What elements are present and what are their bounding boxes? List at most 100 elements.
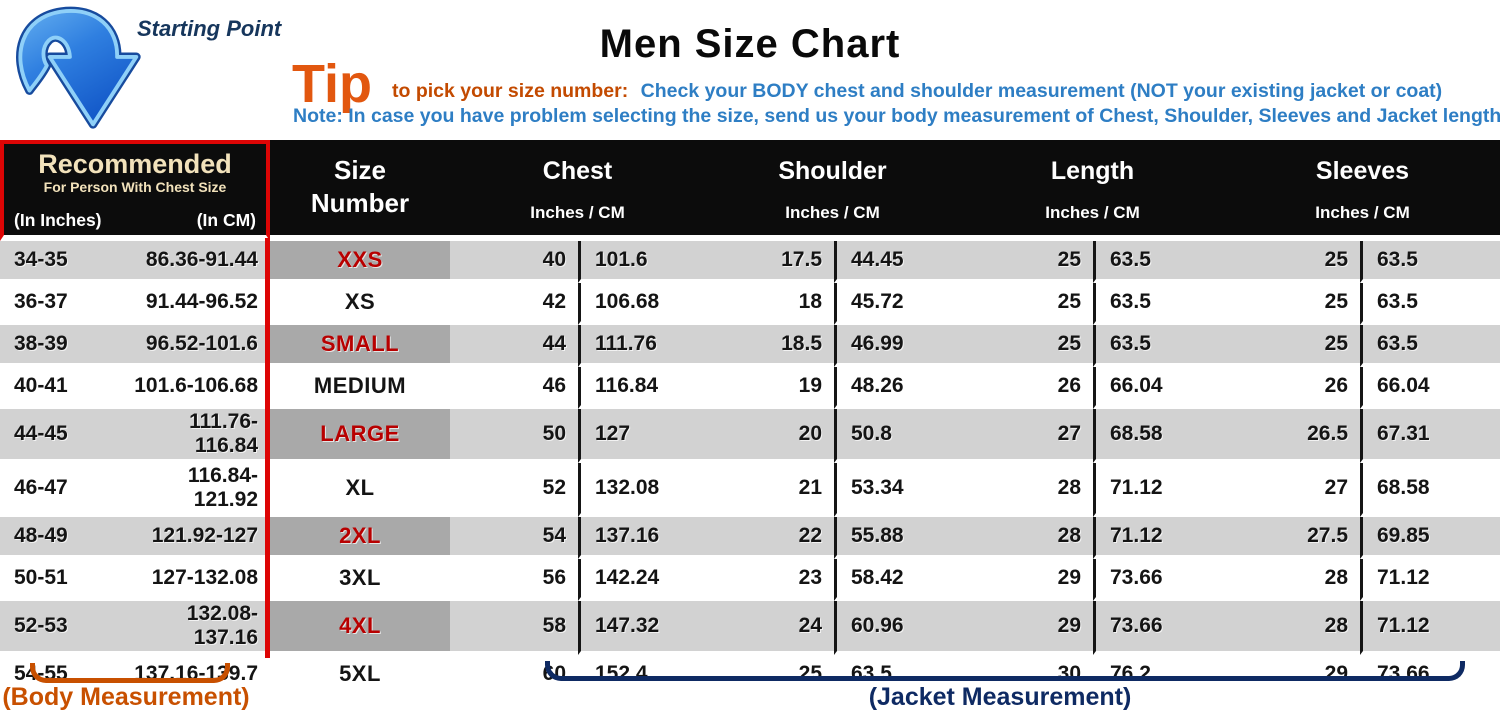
cell-length-cm: 63.5: [1093, 325, 1225, 368]
cell-rec-cm: 96.52-101.6: [130, 325, 270, 368]
cell-length-in: 25: [960, 325, 1093, 368]
cell-shoulder-in: 23: [705, 559, 834, 602]
cell-chest-in: 56: [450, 559, 578, 602]
cell-chest-cm: 147.32: [578, 601, 705, 656]
recommended-title: Recommended: [38, 149, 232, 179]
recommended-inches-label: (In Inches): [14, 210, 102, 231]
body-measurement-label: (Body Measurement): [2, 683, 250, 711]
tip-lead-text: to pick your size number:: [392, 80, 629, 102]
cell-sleeves-cm: 69.85: [1360, 517, 1500, 560]
cell-rec-in: 40-41: [0, 367, 130, 410]
sleeves-header: Sleeves Inches / CM: [1225, 140, 1500, 242]
cell-sleeves-in: 26.5: [1225, 409, 1360, 464]
cell-sleeves-cm: 68.58: [1360, 463, 1500, 518]
cell-shoulder-cm: 44.45: [834, 241, 960, 284]
length-header: Length Inches / CM: [960, 140, 1225, 242]
cell-sleeves-cm: 63.5: [1360, 283, 1500, 326]
jacket-measurement-bracket: [545, 661, 1465, 681]
cell-rec-cm: 111.76-116.84: [130, 409, 270, 464]
cell-size: SMALL: [270, 325, 450, 368]
table-row: 54-55 137.16-139.7 5XL 60 152.4 25 63.5 30 76.2 2…: [0, 655, 1500, 698]
tip-line: to pick your size number: Check your BOD…: [392, 80, 1442, 103]
cell-length-in: 28: [960, 517, 1093, 560]
cell-length-in: 29: [960, 559, 1093, 602]
cell-chest-in: 52: [450, 463, 578, 518]
cell-chest-cm: 127: [578, 409, 705, 464]
cell-shoulder-cm: 46.99: [834, 325, 960, 368]
tip-body-text: Check your BODY chest and shoulder measu…: [640, 80, 1443, 102]
size-chart-table: Recommended For Person With Chest Size (…: [0, 140, 1500, 698]
cell-length-cm: 63.5: [1093, 241, 1225, 284]
recommended-subtitle: For Person With Chest Size: [43, 179, 227, 196]
cell-length-cm: 63.5: [1093, 283, 1225, 326]
cell-shoulder-cm: 48.26: [834, 367, 960, 410]
cell-rec-cm: 121.92-127: [130, 517, 270, 560]
starting-point-arrow-icon: [8, 2, 153, 132]
cell-rec-in: 44-45: [0, 409, 130, 464]
cell-sleeves-in: 27: [1225, 463, 1360, 518]
recommended-header: Recommended For Person With Chest Size (…: [0, 140, 270, 242]
cell-rec-in: 36-37: [0, 283, 130, 326]
size-number-header: Size Number: [270, 140, 450, 242]
cell-size: XXS: [270, 241, 450, 284]
cell-shoulder-cm: 50.8: [834, 409, 960, 464]
note-line: Note: In case you have problem selecting…: [293, 105, 1500, 127]
cell-sleeves-cm: 66.04: [1360, 367, 1500, 410]
cell-chest-in: 42: [450, 283, 578, 326]
cell-length-in: 25: [960, 283, 1093, 326]
cell-size: LARGE: [270, 409, 450, 464]
cell-shoulder-cm: 53.34: [834, 463, 960, 518]
cell-shoulder-in: 24: [705, 601, 834, 656]
cell-chest-in: 50: [450, 409, 578, 464]
cell-length-cm: 68.58: [1093, 409, 1225, 464]
table-row: 46-47 116.84-121.92 XL 52 132.08 21 53.34 28 71.…: [0, 463, 1500, 518]
table-row: 50-51 127-132.08 3XL 56 142.24 23 58.42 29 73.66…: [0, 559, 1500, 602]
cell-rec-in: 52-53: [0, 601, 130, 656]
cell-sleeves-cm: 71.12: [1360, 601, 1500, 656]
cell-shoulder-in: 20: [705, 409, 834, 464]
cell-size: 3XL: [270, 559, 450, 602]
cell-shoulder-cm: 60.96: [834, 601, 960, 656]
cell-size: 4XL: [270, 601, 450, 656]
cell-rec-cm: 91.44-96.52: [130, 283, 270, 326]
cell-sleeves-in: 28: [1225, 601, 1360, 656]
cell-shoulder-in: 19: [705, 367, 834, 410]
cell-chest-in: 40: [450, 241, 578, 284]
cell-shoulder-cm: 58.42: [834, 559, 960, 602]
cell-sleeves-in: 27.5: [1225, 517, 1360, 560]
cell-length-cm: 66.04: [1093, 367, 1225, 410]
cell-sleeves-cm: 63.5: [1360, 325, 1500, 368]
cell-length-cm: 73.66: [1093, 559, 1225, 602]
cell-sleeves-cm: 63.5: [1360, 241, 1500, 284]
cell-shoulder-cm: 45.72: [834, 283, 960, 326]
table-row: 44-45 111.76-116.84 LARGE 50 127 20 50.8 27 68.5…: [0, 409, 1500, 464]
shoulder-header: Shoulder Inches / CM: [705, 140, 960, 242]
cell-length-in: 26: [960, 367, 1093, 410]
cell-length-cm: 71.12: [1093, 463, 1225, 518]
cell-rec-cm: 132.08-137.16: [130, 601, 270, 656]
cell-chest-in: 58: [450, 601, 578, 656]
cell-chest-in: 44: [450, 325, 578, 368]
header-row: Recommended For Person With Chest Size (…: [0, 140, 1500, 242]
cell-rec-cm: 101.6-106.68: [130, 367, 270, 410]
jacket-measurement-label: (Jacket Measurement): [868, 683, 1132, 711]
cell-length-in: 27: [960, 409, 1093, 464]
cell-size: 5XL: [270, 655, 450, 698]
cell-sleeves-in: 25: [1225, 283, 1360, 326]
cell-shoulder-in: 22: [705, 517, 834, 560]
cell-rec-in: 34-35: [0, 241, 130, 284]
table-row: 48-49 121.92-127 2XL 54 137.16 22 55.88 28 71.12…: [0, 517, 1500, 560]
cell-sleeves-in: 25: [1225, 241, 1360, 284]
cell-rec-in: 48-49: [0, 517, 130, 560]
cell-rec-cm: 116.84-121.92: [130, 463, 270, 518]
cell-length-cm: 71.12: [1093, 517, 1225, 560]
chest-header: Chest Inches / CM: [450, 140, 705, 242]
cell-sleeves-in: 25: [1225, 325, 1360, 368]
cell-rec-cm: 127-132.08: [130, 559, 270, 602]
cell-size: XL: [270, 463, 450, 518]
cell-shoulder-in: 18.5: [705, 325, 834, 368]
cell-chest-cm: 111.76: [578, 325, 705, 368]
cell-shoulder-in: 18: [705, 283, 834, 326]
starting-point-label: Starting Point: [137, 16, 282, 41]
